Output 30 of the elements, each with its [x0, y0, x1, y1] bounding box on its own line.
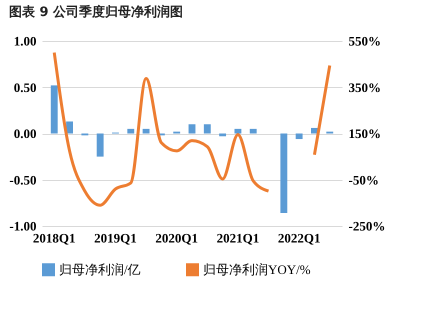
- bar: [127, 128, 134, 134]
- bar: [280, 134, 288, 214]
- y-tick-label: -0.50: [9, 172, 36, 188]
- y-tick-label: 1.00: [14, 34, 36, 48]
- y-tick-label: -1.00: [9, 218, 36, 234]
- bar: [188, 124, 196, 134]
- legend-label: 归母净利润/亿: [59, 262, 141, 277]
- bar: [142, 128, 150, 134]
- y-tick-label: 0.00: [14, 126, 36, 141]
- bar: [219, 134, 226, 136]
- y2-tick-label: 350%: [348, 80, 381, 95]
- bar: [296, 134, 303, 140]
- x-tick-label: 2019Q1: [94, 230, 137, 246]
- x-tick-label: 2021Q1: [216, 230, 260, 246]
- bar: [234, 128, 242, 134]
- legend-label: 归母净利润YOY/%: [203, 262, 311, 277]
- x-tick-label: 2022Q1: [278, 230, 320, 246]
- y2-tick-label: 150%: [348, 126, 381, 141]
- y2-tick-label: -250%: [348, 218, 386, 234]
- y2-tick-label: 550%: [348, 34, 381, 48]
- bar: [250, 128, 257, 134]
- y-tick-label: 0.50: [14, 80, 36, 95]
- x-tick-label: 2018Q1: [32, 230, 76, 246]
- bar: [204, 124, 211, 134]
- bar: [96, 134, 104, 157]
- y2-tick-label: -50%: [348, 172, 379, 188]
- bar: [50, 85, 58, 134]
- chart-title: 图表 9 公司季度归母净利润图: [8, 4, 184, 20]
- bar: [66, 121, 73, 134]
- x-tick-label: 2020Q1: [155, 230, 198, 246]
